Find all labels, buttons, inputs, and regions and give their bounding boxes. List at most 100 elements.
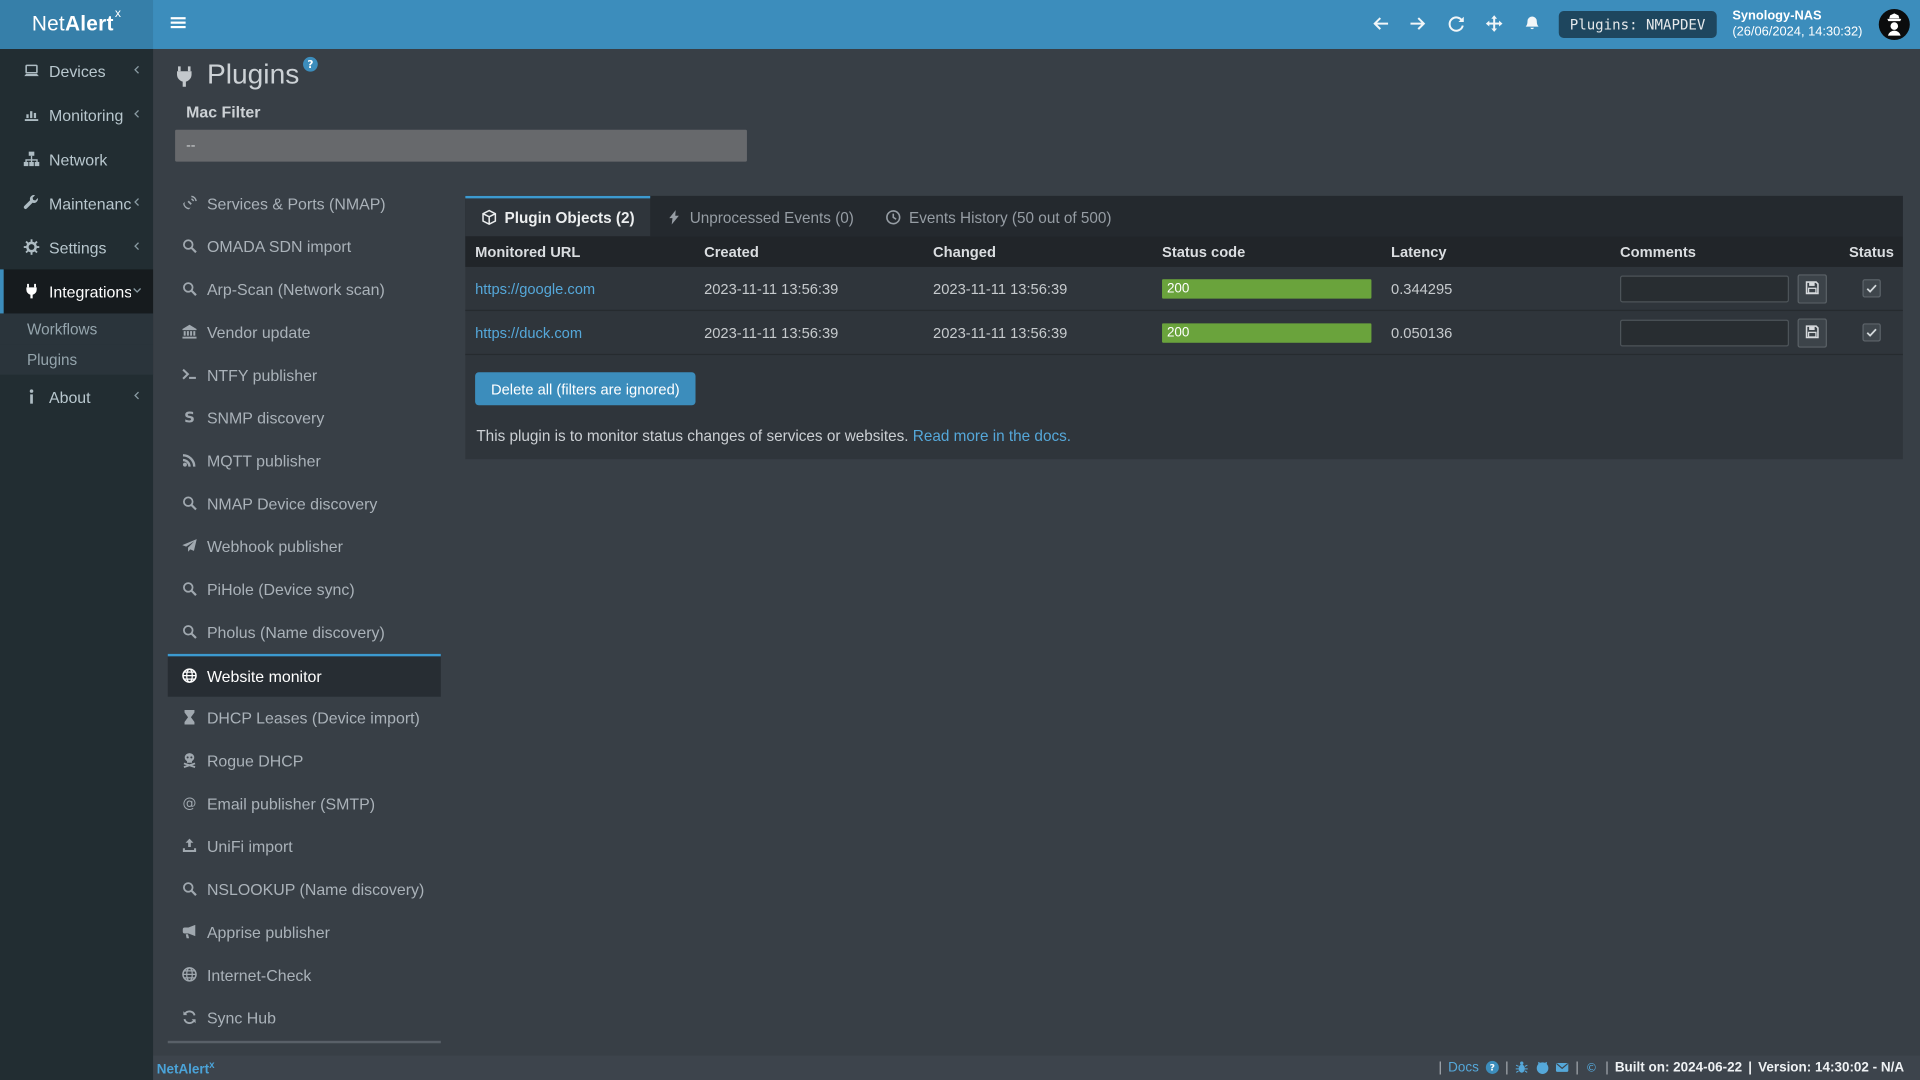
col-created: Created [704,243,759,261]
tab-plugin-objects-2[interactable]: Plugin Objects (2) [465,195,651,237]
page-header: Plugins ? [173,54,319,93]
table-row: https://duck.com 2023-11-11 13:56:39 202… [465,311,1903,356]
clock-icon [886,208,902,226]
refresh-icon[interactable] [1445,14,1467,34]
nav-forward-icon[interactable] [1407,14,1429,34]
tab-unprocessed-events-0[interactable]: Unprocessed Events (0) [651,196,870,236]
plugin-nav-item-omada-sdn-import[interactable]: OMADA SDN import [168,225,441,268]
hourglass-icon [180,709,200,727]
globe-icon [180,966,200,984]
sidebar-item-about[interactable]: About [0,375,153,419]
chevron-left-icon [131,64,143,78]
tab-events-history-50-out-of-500[interactable]: Events History (50 out of 500) [870,196,1128,236]
plugin-nav-item-vendor-update[interactable]: Vendor update [168,311,441,354]
sidebar-item-workflows[interactable]: Workflows [0,313,154,345]
plugin-nav-item-nslookup-name-discovery[interactable]: NSLOOKUP (Name discovery) [168,868,441,911]
status-checkbox[interactable] [1861,323,1881,342]
col-changed: Changed [933,243,996,261]
email-icon[interactable] [1555,1061,1569,1075]
plugin-nav-item-unifi-import[interactable]: UniFi import [168,825,441,868]
sidebar-item-integrations[interactable]: Integrations [0,269,154,314]
read-docs-link[interactable]: Read more in the docs. [912,427,1072,445]
bank-icon [180,323,200,341]
sync-icon [180,1009,200,1027]
save-comment-button[interactable] [1797,273,1827,304]
upload-icon [180,838,200,856]
user-avatar[interactable] [1878,8,1910,41]
changed-cell: 2023-11-11 13:56:39 [933,279,1068,297]
plugin-nav-item-snmp-discovery[interactable]: S SNMP discovery [168,397,441,440]
delete-all-button[interactable]: Delete all (filters are ignored) [475,372,696,406]
save-comment-button[interactable] [1797,317,1827,348]
sidebar-item-settings[interactable]: Settings [0,225,153,269]
changed-cell: 2023-11-11 13:56:39 [933,323,1068,342]
nav-back-icon[interactable] [1369,14,1391,34]
magnifier-icon [180,238,200,256]
docs-help-icon[interactable]: ? [1485,1061,1499,1075]
footer-brand[interactable]: NetAlertx [156,1058,215,1077]
gear-icon [22,238,40,256]
sitemap-icon [22,150,40,168]
comment-input[interactable] [1620,274,1789,302]
svg-text:?: ? [308,59,314,71]
plugin-nav-item-services-ports-nmap[interactable]: Services & Ports (NMAP) [168,182,441,225]
plug-icon [22,282,40,300]
plugin-nav-item-webhook-publisher[interactable]: Webhook publisher [168,525,441,568]
megaphone-icon [180,923,200,941]
rss-icon [180,452,200,470]
mac-filter-input[interactable]: -- [175,129,747,162]
hamburger-icon [168,14,186,35]
magnifier-icon [180,580,200,598]
monitored-url-link[interactable]: https://duck.com [475,323,583,342]
plugin-nav-item-email-publisher-smtp[interactable]: @ Email publisher (SMTP) [168,782,441,825]
help-icon[interactable]: ? [303,56,319,72]
plugin-nav-item-sync-hub[interactable]: Sync Hub [168,997,441,1040]
plugin-status-badge: Plugins: NMAPDEV [1558,11,1717,38]
mac-filter-label: Mac Filter [186,102,261,122]
bug-report-icon[interactable] [1515,1061,1529,1075]
bolt-icon [666,208,682,226]
chevron-down-icon [131,284,143,298]
sidebar-toggle-button[interactable] [157,0,199,49]
footer: NetAlertx | Docs? | | © | Built on: 2024-06-22… [153,1055,1920,1080]
plugin-nav-item-internet-check[interactable]: Internet-Check [168,954,441,997]
sidebar-item-devices[interactable]: Devices [0,49,153,93]
notifications-bell-icon[interactable] [1521,14,1543,34]
plugin-nav-item-pihole-device-sync[interactable]: PiHole (Device sync) [168,568,441,611]
chevron-left-icon [131,390,143,404]
col-status: Status [1848,243,1894,261]
plugin-nav-item-rogue-dhcp[interactable]: Rogue DHCP [168,740,441,783]
comment-input[interactable] [1620,318,1789,346]
plugin-nav-item-nmap-device-discovery[interactable]: NMAP Device discovery [168,482,441,525]
status-checkbox[interactable] [1861,279,1881,298]
sidebar-item-plugins[interactable]: Plugins [0,344,154,375]
footer-links: | Docs? | | © | Built on: 2024-06-22 | Version: … [1439,1060,1917,1075]
plugin-nav-item-apprise-publisher[interactable]: Apprise publisher [168,911,441,954]
cube-icon [481,208,497,226]
brand-logo[interactable]: NetAlertx [0,0,154,49]
copyright-icon[interactable]: © [1585,1061,1599,1075]
plugin-list: Services & Ports (NMAP) OMADA SDN import… [167,182,441,1040]
plugin-nav-item-arp-scan-network-scan[interactable]: Arp-Scan (Network scan) [168,268,441,311]
magnifier-icon [180,280,200,298]
navbar-right: Plugins: NMAPDEV Synology-NAS (26/06/202… [1369,0,1910,49]
plug-icon [173,65,196,93]
sidebar-item-network[interactable]: Network [0,137,153,181]
chart-icon [22,106,40,124]
plugin-nav-item-mqtt-publisher[interactable]: MQTT publisher [168,440,441,483]
status-code-value: 200 [1166,281,1190,296]
latency-cell: 0.050136 [1391,323,1453,342]
plugin-nav-item-ntfy-publisher[interactable]: NTFY publisher [168,354,441,397]
docs-link[interactable]: Docs [1448,1060,1479,1076]
plugin-nav-item-dhcp-leases-device-import[interactable]: DHCP Leases (Device import) [168,697,441,740]
sidebar-item-monitoring[interactable]: Monitoring [0,93,153,137]
plugin-list-scrollbar[interactable] [167,1040,441,1044]
github-icon[interactable] [1535,1061,1549,1075]
monitored-url-link[interactable]: https://google.com [475,279,596,297]
footer-separator: | [1748,1060,1752,1076]
plugin-nav-item-pholus-name-discovery[interactable]: Pholus (Name discovery) [168,611,441,654]
plugin-nav-item-website-monitor[interactable]: Website monitor [167,653,441,697]
fullscreen-icon[interactable] [1483,14,1505,34]
footer-separator: | [1605,1060,1609,1076]
sidebar-item-maintenance[interactable]: Maintenance [0,181,153,225]
